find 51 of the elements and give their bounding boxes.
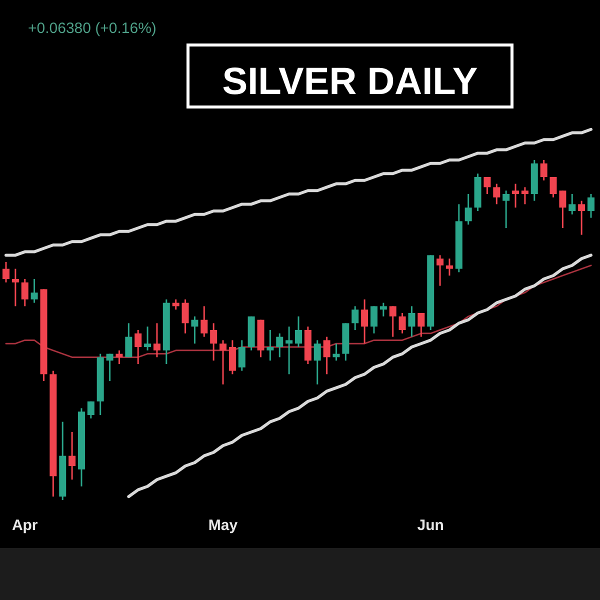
candlestick bbox=[361, 298, 368, 344]
candlestick bbox=[12, 268, 19, 307]
candlestick bbox=[153, 322, 160, 358]
x-tick-label: May bbox=[208, 517, 238, 534]
candlestick bbox=[502, 190, 510, 229]
candlestick bbox=[568, 193, 576, 216]
x-tick-label: Apr bbox=[12, 517, 38, 534]
candlestick bbox=[352, 305, 359, 331]
candlestick bbox=[286, 326, 293, 375]
candlestick bbox=[398, 312, 406, 334]
candlestick bbox=[389, 305, 396, 338]
candlestick bbox=[295, 316, 302, 348]
candlestick bbox=[68, 431, 76, 480]
candlestick bbox=[2, 261, 10, 284]
candlestick bbox=[228, 339, 236, 375]
candlestick bbox=[182, 298, 189, 334]
candlestick bbox=[106, 353, 114, 382]
candlestick bbox=[380, 302, 387, 318]
candlestick bbox=[559, 190, 566, 229]
candlestick bbox=[314, 339, 321, 386]
candlestick bbox=[550, 176, 557, 198]
candlestick bbox=[588, 193, 594, 219]
candlestick bbox=[134, 329, 142, 365]
chart-title: SILVER DAILY bbox=[222, 61, 478, 103]
candlestick bbox=[512, 183, 520, 208]
candlestick bbox=[144, 326, 152, 352]
candlestick bbox=[30, 278, 38, 304]
candlestick bbox=[220, 339, 227, 386]
candlestick bbox=[521, 186, 528, 205]
candlestick bbox=[238, 339, 246, 372]
candlestick bbox=[408, 305, 416, 338]
candlestick bbox=[191, 316, 198, 344]
candlestick bbox=[493, 183, 500, 205]
candlestick bbox=[200, 305, 208, 338]
candlestick bbox=[266, 329, 274, 362]
candlestick bbox=[464, 193, 472, 226]
candlestick bbox=[125, 322, 132, 358]
candlestick bbox=[436, 254, 444, 287]
candlestick bbox=[87, 400, 94, 420]
candlestick bbox=[484, 176, 491, 195]
candlestick bbox=[323, 336, 330, 375]
candlestick bbox=[210, 322, 218, 362]
candlestick bbox=[578, 200, 586, 236]
candlestick bbox=[418, 312, 425, 338]
x-tick-label: Jun bbox=[417, 517, 444, 534]
text: +0.06380 (+0.16%) bbox=[28, 20, 156, 37]
candlestick bbox=[276, 332, 284, 358]
candlestick bbox=[370, 305, 378, 334]
candlestick bbox=[21, 278, 28, 307]
candlestick bbox=[446, 258, 453, 276]
candlestick bbox=[540, 159, 548, 182]
